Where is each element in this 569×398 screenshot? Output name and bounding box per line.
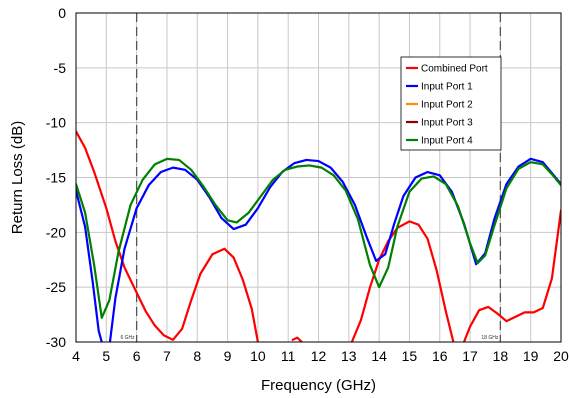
- series-line: [76, 130, 561, 342]
- y-tick-label: -25: [46, 279, 66, 295]
- x-tick-label: 9: [224, 348, 232, 364]
- x-tick-label: 7: [163, 348, 171, 364]
- series-lines: [76, 130, 561, 342]
- series-line: [76, 157, 561, 319]
- legend-item-label: Input Port 4: [421, 136, 473, 147]
- x-tick-label: 13: [341, 348, 357, 364]
- x-tick-label: 14: [371, 348, 387, 364]
- legend-item-label: Combined Port: [421, 64, 488, 75]
- x-tick-label: 10: [250, 348, 266, 364]
- x-tick-label: 5: [102, 348, 110, 364]
- y-tick-label: -30: [46, 334, 66, 350]
- y-tick-label: -5: [54, 60, 67, 76]
- grid-lines: [76, 13, 561, 342]
- frequency-markers: 6 GHz 18 GHz: [120, 13, 502, 342]
- x-tick-label: 11: [281, 348, 296, 364]
- x-tick-label: 12: [311, 348, 327, 364]
- y-tick-label: -20: [46, 224, 66, 240]
- x-tick-label: 20: [553, 348, 569, 364]
- x-tick-label: 18: [493, 348, 509, 364]
- legend: Combined Port Input Port 1 Input Port 2 Inp…: [400, 56, 502, 151]
- x-tick-labels: 4 5 6 7 8 9 10 11 12 13 14 15 16 17 18 19 20: [72, 348, 569, 364]
- y-axis-title: Return Loss (dB): [9, 121, 26, 234]
- x-tick-label: 6: [133, 348, 141, 364]
- x-tick-label: 4: [72, 348, 80, 364]
- marker-label: 6 GHz: [120, 335, 135, 341]
- legend-item-label: Input Port 1: [421, 82, 473, 93]
- marker-label: 18 GHz: [481, 335, 498, 341]
- x-tick-label: 16: [432, 348, 448, 364]
- x-axis-title: Frequency (GHz): [261, 377, 376, 394]
- plot-frame: [75, 12, 562, 343]
- y-tick-label: -15: [46, 170, 66, 186]
- legend-item-label: Input Port 3: [421, 118, 473, 129]
- y-tick-labels: 0 -5 -10 -15 -20 -25 -30: [46, 5, 66, 350]
- x-tick-label: 17: [462, 348, 478, 364]
- legend-item-label: Input Port 2: [421, 100, 473, 111]
- x-tick-label: 15: [402, 348, 418, 364]
- x-tick-label: 8: [193, 348, 201, 364]
- y-tick-label: 0: [58, 5, 66, 21]
- y-tick-label: -10: [46, 115, 66, 131]
- x-tick-label: 19: [523, 348, 539, 364]
